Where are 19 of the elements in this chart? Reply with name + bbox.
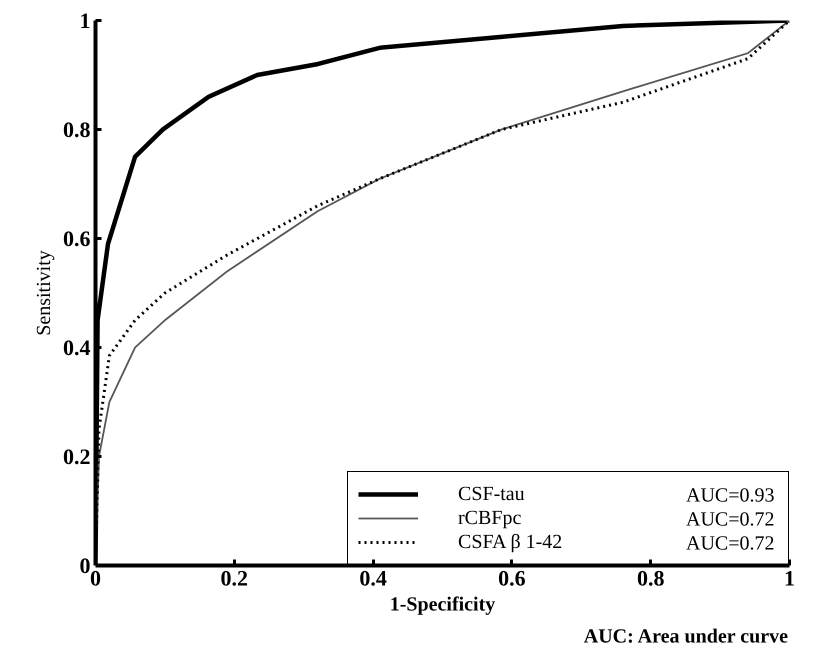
y-tick-label: 0.4 [63, 335, 90, 360]
text: AUC: Area under curve [584, 626, 788, 648]
legend-label: CSFA β 1-42 [458, 530, 562, 552]
x-tick-label: 0.8 [636, 566, 664, 590]
y-axis-title: Sensitivity [33, 250, 55, 336]
legend-label: rCBFpc [458, 506, 522, 528]
x-axis-title: 1-Specificity [390, 594, 496, 616]
x-tick-label: 0.2 [220, 566, 248, 590]
x-tick-label: 1 [784, 566, 795, 590]
x-tick-label: 0.4 [359, 566, 387, 590]
annotation: AUC=0.72 [686, 508, 775, 530]
y-tick-label: 0.8 [63, 117, 90, 142]
y-tick-label: 0.6 [63, 226, 90, 251]
x-tick-label: 0.6 [498, 566, 526, 590]
annotation: AUC=0.72 [686, 532, 775, 554]
y-tick-label: 1 [80, 8, 90, 33]
y-tick-label: 0.2 [63, 444, 90, 469]
annotation: AUC=0.93 [686, 484, 775, 506]
legend-label: CSF-tau [458, 482, 525, 504]
